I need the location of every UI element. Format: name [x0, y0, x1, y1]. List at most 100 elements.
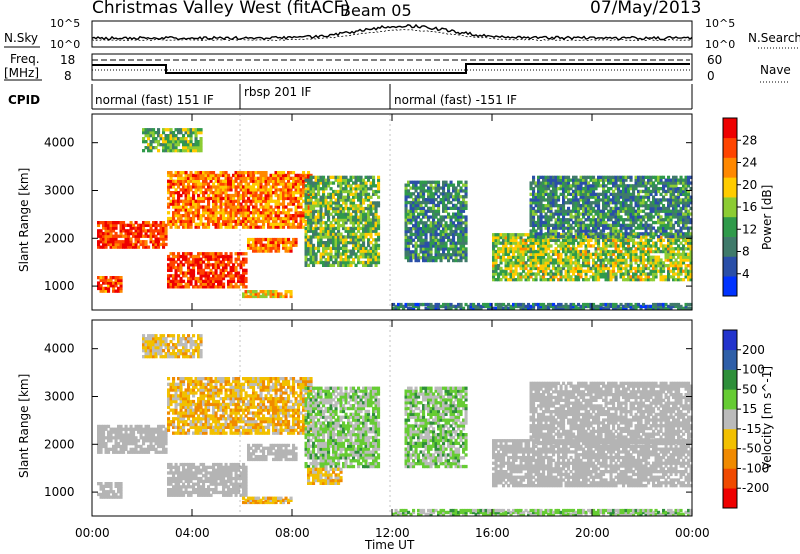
heatmap-cell — [404, 186, 408, 190]
heatmap-cell — [519, 275, 523, 279]
heatmap-cell — [224, 254, 228, 259]
heatmap-cell — [369, 226, 373, 231]
heatmap-cell — [222, 265, 226, 270]
heatmap-cell — [152, 221, 156, 225]
heatmap-cell — [452, 186, 456, 190]
heatmap-cell — [197, 176, 201, 180]
heatmap-cell — [302, 185, 306, 189]
heatmap-cell — [169, 225, 173, 229]
heatmap-cell — [584, 258, 588, 262]
heatmap-cell — [624, 235, 628, 239]
heatmap-cell — [272, 211, 276, 215]
heatmap-cell — [667, 266, 671, 271]
heatmap-cell — [532, 198, 536, 202]
heatmap-cell — [574, 247, 578, 251]
heatmap-cell — [359, 175, 363, 179]
heatmap-cell — [544, 235, 548, 240]
heatmap-cell — [404, 198, 408, 202]
heatmap-cell — [679, 269, 683, 273]
heatmap-cell — [494, 235, 498, 240]
heatmap-cell — [599, 264, 603, 268]
heatmap-cell — [159, 237, 163, 241]
heatmap-cell — [169, 216, 173, 221]
heatmap-cell — [362, 181, 366, 185]
heatmap-cell — [174, 182, 178, 186]
heatmap-cell — [212, 252, 216, 256]
heatmap-cell — [197, 185, 201, 189]
heatmap-cell — [357, 241, 361, 245]
heatmap-cell — [542, 206, 546, 211]
heatmap-cell — [329, 201, 333, 205]
heatmap-cell — [242, 179, 246, 183]
heatmap-cell — [142, 223, 146, 227]
heatmap-cell — [504, 241, 508, 245]
heatmap-cell — [544, 192, 548, 196]
heatmap-cell — [452, 244, 456, 248]
heatmap-cell — [357, 209, 361, 214]
heatmap-cell — [172, 137, 176, 141]
heatmap-cell — [449, 218, 453, 222]
heatmap-cell — [459, 241, 463, 245]
heatmap-cell — [234, 222, 238, 226]
heatmap-cell — [419, 203, 423, 208]
heatmap-cell — [457, 195, 461, 199]
heatmap-cell — [654, 266, 658, 271]
heatmap-cell — [567, 178, 571, 182]
heatmap-cell — [607, 272, 611, 276]
heatmap-cell — [562, 215, 566, 219]
heatmap-cell — [454, 203, 458, 208]
heatmap-cell — [149, 231, 153, 236]
heatmap-cell — [317, 260, 321, 265]
heatmap-cell — [364, 263, 368, 267]
heatmap-cell — [212, 214, 216, 218]
heatmap-cell — [672, 278, 676, 282]
heatmap-cell — [189, 188, 193, 192]
heatmap-cell — [637, 269, 641, 273]
heatmap-cell — [244, 211, 248, 215]
heatmap-cell — [584, 264, 588, 268]
heatmap-cell — [327, 212, 331, 216]
heatmap-cell — [334, 258, 338, 262]
heatmap-cell — [532, 226, 536, 230]
heatmap-cell — [594, 209, 598, 213]
heatmap-cell — [404, 189, 408, 193]
heatmap-cell — [589, 201, 593, 205]
heatmap-cell — [604, 204, 608, 208]
heatmap-cell — [304, 235, 308, 239]
heatmap-cell — [239, 182, 243, 186]
heatmap-cell — [339, 195, 343, 199]
heatmap-cell — [617, 258, 621, 262]
heatmap-cell — [277, 225, 281, 229]
heatmap-cell — [369, 232, 373, 236]
heatmap-cell — [567, 249, 571, 254]
heatmap-cell — [179, 193, 183, 198]
heatmap-cell — [264, 211, 268, 215]
heatmap-cell — [427, 206, 431, 210]
heatmap-cell — [622, 204, 626, 208]
heatmap-cell — [217, 211, 221, 215]
heatmap-cell — [212, 182, 216, 186]
heatmap-cell — [367, 229, 371, 233]
heatmap-cell — [432, 192, 436, 196]
heatmap-cell — [624, 269, 628, 273]
heatmap-cell — [227, 214, 231, 218]
heatmap-cell — [257, 249, 261, 253]
heatmap-cell — [567, 244, 571, 248]
heatmap-cell — [107, 221, 111, 225]
heatmap-cell — [652, 241, 656, 245]
heatmap-cell — [682, 278, 686, 282]
heatmap-cell — [432, 186, 436, 190]
heatmap-cell — [259, 243, 263, 247]
heatmap-cell — [97, 234, 101, 238]
heatmap-cell — [127, 229, 131, 233]
heatmap-cell — [529, 238, 533, 242]
heatmap-cell — [622, 247, 626, 251]
heatmap-cell — [249, 176, 253, 180]
heatmap-cell — [104, 278, 108, 282]
heatmap-cell — [104, 226, 108, 230]
heatmap-cell — [174, 271, 178, 275]
heatmap-cell — [367, 249, 371, 253]
heatmap-cell — [614, 198, 618, 202]
heatmap-cell — [199, 222, 203, 226]
heatmap-cell — [334, 192, 338, 196]
